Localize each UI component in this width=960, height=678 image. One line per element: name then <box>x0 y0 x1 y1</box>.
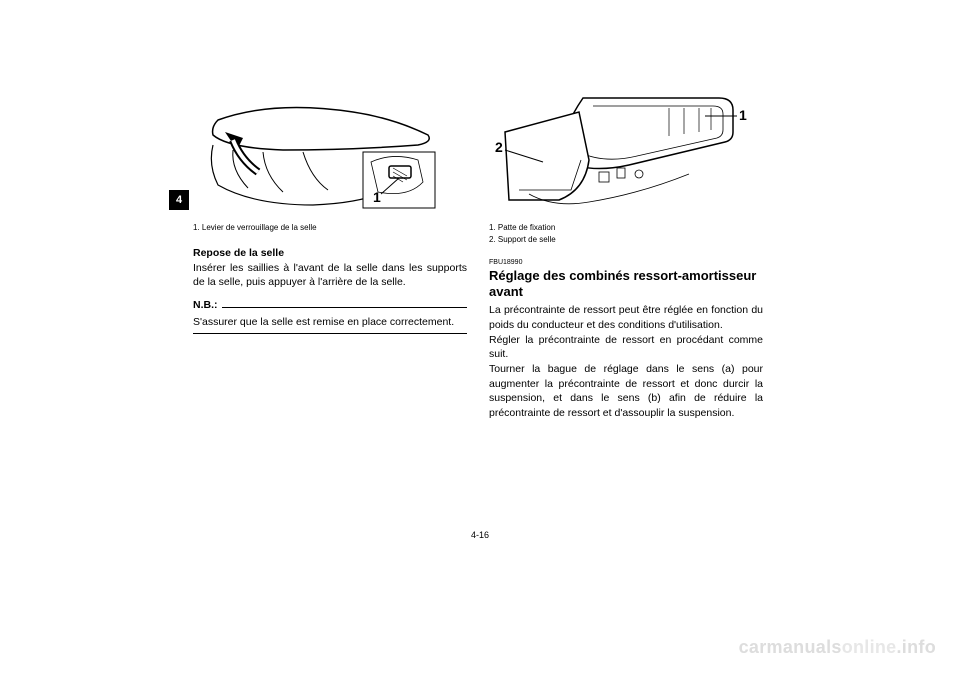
note-heading-line: N.B.: <box>193 298 467 313</box>
note-label: N.B.: <box>193 298 218 313</box>
right-column: 1 2 1. Patte de fixation 2. Support de s… <box>489 90 763 421</box>
caption-line: 1. Levier de verrouillage de la selle <box>193 222 467 234</box>
right-para-3: Tourner la bague de réglage dans le sens… <box>489 362 763 421</box>
figure-label-1: 1 <box>373 189 381 205</box>
figure2-label-2: 2 <box>495 139 503 155</box>
section-code: FBU18990 <box>489 258 763 268</box>
note-end-rule <box>193 333 467 334</box>
content-area: 1 1. Levier de verrouillage de la selle … <box>193 90 763 421</box>
right-para-2: Régler la précontrainte de ressort en pr… <box>489 333 763 362</box>
caption-line-1: 1. Patte de fixation <box>489 222 763 234</box>
note-text: S'assurer que la selle est remise en pla… <box>193 315 467 330</box>
left-column: 1 1. Levier de verrouillage de la selle … <box>193 90 467 421</box>
watermark-part-b: online <box>842 637 897 657</box>
watermark-part-c: .info <box>897 637 937 657</box>
chapter-number: 4 <box>176 194 182 206</box>
figure-seat-lock: 1 <box>193 90 467 216</box>
section-title: Réglage des combinés ressort-amor­tisseu… <box>489 268 763 301</box>
right-para-1: La précontrainte de ressort peut être ré… <box>489 303 763 332</box>
note-rule <box>222 301 468 308</box>
seat-install-heading: Repose de la selle <box>193 247 284 259</box>
caption-line-2: 2. Support de selle <box>489 234 763 246</box>
figure-caption-left: 1. Levier de verrouillage de la selle <box>193 222 467 234</box>
figure-caption-right: 1. Patte de fixation 2. Support de selle <box>489 222 763 246</box>
watermark-part-a: carmanuals <box>739 637 842 657</box>
figure-seat-mount: 1 2 <box>489 90 763 216</box>
page-number: 4-16 <box>471 530 489 540</box>
chapter-tab: 4 <box>169 190 189 210</box>
seat-install-text: Insérer les saillies à l'avant de la sel… <box>193 262 467 289</box>
watermark: carmanualsonline.info <box>739 637 936 658</box>
seat-install-heading-block: Repose de la selle Insérer les saillies … <box>193 246 467 290</box>
figure2-label-1: 1 <box>739 107 747 123</box>
